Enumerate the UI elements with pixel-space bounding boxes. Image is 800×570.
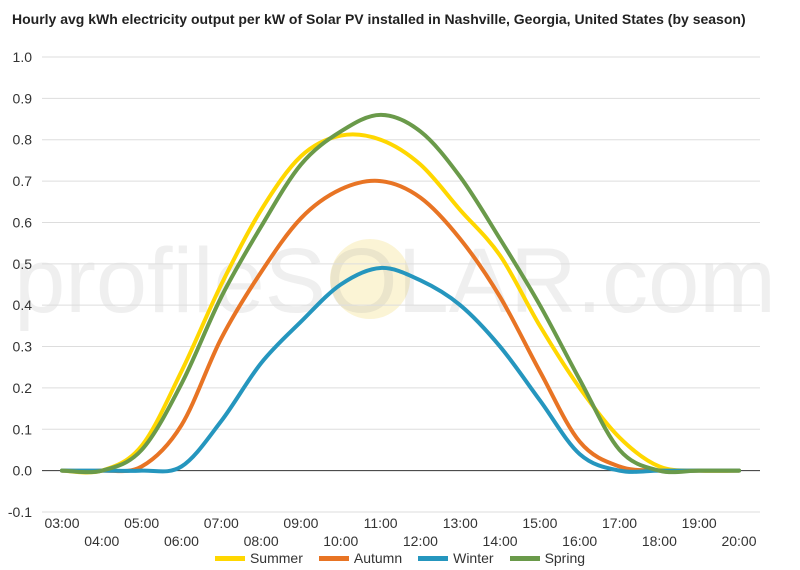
series-line-autumn bbox=[60, 178, 741, 474]
y-tick-label: 0.3 bbox=[13, 339, 33, 355]
x-tick-label: 10:00 bbox=[323, 533, 358, 549]
y-tick-label: 0.0 bbox=[13, 463, 33, 479]
legend-label-autumn: Autumn bbox=[353, 550, 403, 566]
legend-swatch-winter bbox=[418, 555, 449, 561]
x-tick-label: 17:00 bbox=[602, 515, 637, 531]
series-line-winter bbox=[60, 265, 741, 474]
x-tick-label: 20:00 bbox=[721, 533, 756, 549]
legend-item-winter[interactable]: Winter bbox=[418, 549, 494, 567]
series-line-spring bbox=[60, 112, 741, 475]
y-tick-label: 0.1 bbox=[13, 421, 33, 437]
x-tick-label: 05:00 bbox=[124, 515, 159, 531]
legend-label-winter: Winter bbox=[453, 550, 494, 566]
x-tick-label: 14:00 bbox=[483, 533, 518, 549]
y-tick-label: 0.6 bbox=[13, 214, 33, 230]
y-tick-label: 1.0 bbox=[13, 49, 33, 65]
watermark-text: profileSOLAR.com bbox=[14, 230, 776, 332]
legend-label-summer: Summer bbox=[249, 550, 303, 566]
x-tick-label: 03:00 bbox=[44, 515, 79, 531]
series-line-summer bbox=[60, 132, 741, 475]
y-tick-label: 0.2 bbox=[13, 380, 33, 396]
x-tick-label: 18:00 bbox=[642, 533, 677, 549]
x-tick-label: 09:00 bbox=[283, 515, 318, 531]
x-tick-label: 15:00 bbox=[522, 515, 557, 531]
legend-label-spring: Spring bbox=[544, 550, 586, 566]
legend-swatch-summer bbox=[214, 555, 245, 561]
x-tick-label: 13:00 bbox=[443, 515, 478, 531]
y-tick-label: 0.8 bbox=[13, 132, 33, 148]
x-tick-label: 11:00 bbox=[364, 515, 398, 531]
y-tick-label: 0.7 bbox=[13, 173, 33, 189]
y-tick-label: 0.9 bbox=[13, 90, 33, 106]
legend-swatch-autumn bbox=[318, 555, 349, 561]
x-tick-label: 19:00 bbox=[682, 515, 717, 531]
x-tick-label: 12:00 bbox=[403, 533, 438, 549]
y-tick-label: 0.4 bbox=[13, 297, 33, 313]
x-tick-label: 08:00 bbox=[244, 533, 279, 549]
chart-title: Hourly avg kWh electricity output per kW… bbox=[12, 11, 746, 27]
x-tick-label: 16:00 bbox=[562, 533, 597, 549]
legend-item-autumn[interactable]: Autumn bbox=[318, 549, 403, 567]
y-tick-label: -0.1 bbox=[8, 504, 32, 520]
x-tick-label: 06:00 bbox=[164, 533, 199, 549]
y-tick-label: 0.5 bbox=[13, 256, 33, 272]
legend-swatch-spring bbox=[509, 555, 540, 561]
legend-item-summer[interactable]: Summer bbox=[214, 549, 303, 567]
legend: Summer Autumn Winter Spring bbox=[0, 549, 800, 567]
legend-item-spring[interactable]: Spring bbox=[509, 549, 586, 567]
x-tick-label: 04:00 bbox=[84, 533, 119, 549]
x-tick-label: 07:00 bbox=[204, 515, 239, 531]
watermark-sun-icon bbox=[330, 239, 410, 319]
